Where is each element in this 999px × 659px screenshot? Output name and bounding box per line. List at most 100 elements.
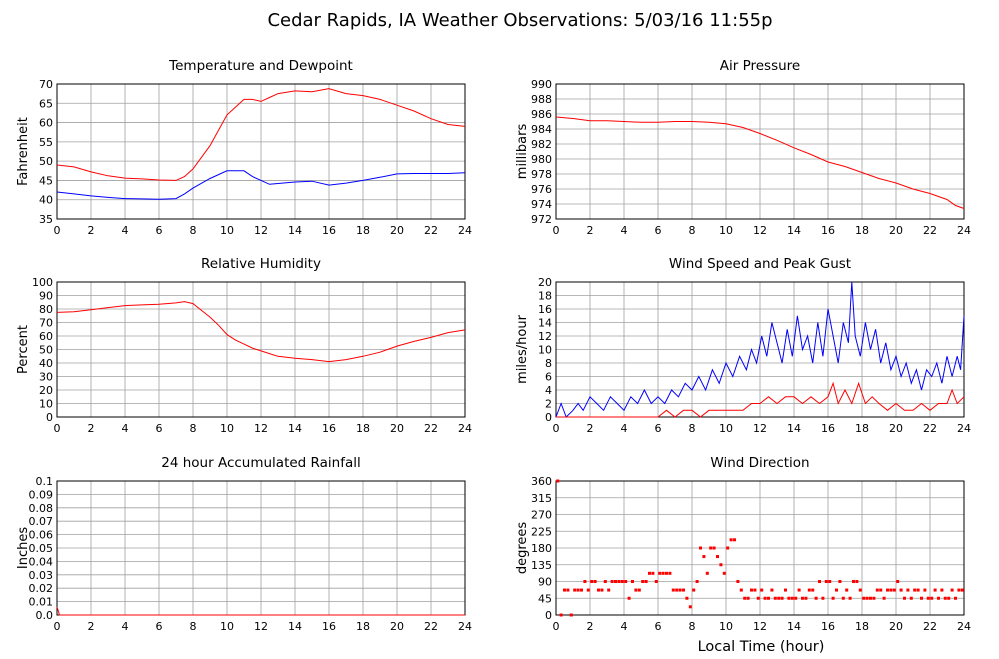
pressure-x-tick-label: 6: [655, 224, 662, 237]
direction-point: [624, 580, 628, 583]
pressure-x-tick-label: 0: [553, 224, 560, 237]
direction-point: [852, 580, 855, 583]
rain-y-tick-label: 0.05: [29, 542, 54, 555]
pressure-y-tick-label: 974: [531, 198, 552, 211]
direction-point: [777, 596, 781, 600]
direction-point: [648, 571, 651, 575]
temp-x-tick-label: 20: [390, 224, 404, 237]
direction-point: [586, 588, 590, 592]
wind-x-tick-label: 0: [553, 422, 560, 435]
direction-x-tick-label: 18: [855, 620, 869, 633]
direction-x-tick-label: 0: [553, 620, 560, 633]
direction-x-tick-label: 2: [587, 620, 594, 633]
humidity-x-tick-label: 16: [322, 422, 336, 435]
direction-point: [583, 580, 587, 583]
wind-x-tick-label: 24: [957, 422, 971, 435]
direction-point: [841, 596, 845, 600]
direction-point: [933, 588, 937, 592]
wind-x-tick-label: 10: [719, 422, 733, 435]
humidity-x-tick-label: 18: [356, 422, 370, 435]
humidity-x-tick-label: 0: [54, 422, 61, 435]
humidity-x-tick-label: 6: [156, 422, 163, 435]
humidity-x-tick-label: 14: [288, 422, 302, 435]
direction-point: [753, 588, 757, 592]
direction-plot-frame: [555, 480, 965, 616]
wind-y-tick-label: 6: [545, 371, 552, 384]
direction-point: [848, 596, 852, 600]
direction-point: [770, 588, 774, 592]
direction-point: [620, 580, 624, 583]
pressure-x-tick-label: 16: [821, 224, 835, 237]
rain-x-tick-label: 20: [390, 620, 404, 633]
direction-point: [865, 596, 869, 600]
direction-point: [821, 596, 825, 600]
direction-x-tick-label: 4: [621, 620, 628, 633]
rain-x-tick-label: 4: [122, 620, 129, 633]
temp-x-tick-label: 18: [356, 224, 370, 237]
direction-x-tick-label: 14: [787, 620, 801, 633]
rain-y-axis-label: Inches: [16, 527, 31, 569]
wind-series-line-2: [556, 381, 965, 418]
direction-point: [886, 588, 889, 592]
direction-point: [563, 588, 566, 592]
direction-point: [556, 479, 560, 483]
humidity-x-tick-label: 20: [390, 422, 404, 435]
wind-x-tick-label: 6: [655, 422, 662, 435]
temp-y-tick-label: 60: [39, 117, 53, 130]
direction-point: [654, 580, 658, 583]
humidity-y-tick-label: 10: [39, 398, 53, 411]
direction-point: [600, 588, 604, 592]
direction-point: [688, 605, 692, 609]
wind-y-tick-label: 2: [545, 398, 552, 411]
rain-y-tick-label: 0.03: [29, 569, 54, 582]
temp-plot-frame: [56, 83, 466, 220]
direction-point: [614, 580, 617, 583]
direction-point: [807, 588, 811, 592]
humidity-y-axis-label: Percent: [16, 325, 31, 374]
temp-series-line-1: [56, 88, 466, 181]
wind-x-tick-label: 20: [889, 422, 903, 435]
direction-point: [719, 563, 723, 567]
wind-plot-frame: [555, 281, 965, 418]
humidity-x-tick-label: 2: [88, 422, 95, 435]
direction-point: [787, 596, 791, 600]
pressure-y-tick-label: 982: [531, 138, 552, 151]
humidity-y-tick-label: 90: [39, 290, 53, 303]
direction-point: [872, 596, 876, 600]
direction-x-tick-label: 24: [957, 620, 971, 633]
x-axis-title: Local Time (hour): [698, 639, 825, 655]
direction-point: [814, 596, 818, 600]
temp-x-tick-label: 4: [122, 224, 129, 237]
direction-point: [954, 596, 957, 600]
direction-y-tick-label: 45: [538, 592, 552, 605]
direction-point: [811, 588, 815, 592]
direction-point: [743, 596, 747, 600]
rain-x-tick-label: 14: [288, 620, 302, 633]
direction-point: [828, 580, 832, 583]
direction-x-tick-label: 16: [821, 620, 835, 633]
direction-y-tick-label: 270: [531, 509, 552, 522]
rain-y-tick-label: 0.01: [29, 596, 54, 609]
direction-point: [634, 588, 638, 592]
humidity-y-tick-label: 60: [39, 330, 53, 343]
direction-point: [641, 580, 645, 583]
direction-point: [651, 571, 655, 575]
direction-point: [767, 596, 770, 600]
temp-x-tick-label: 16: [322, 224, 336, 237]
direction-point: [682, 588, 685, 592]
direction-point: [661, 571, 665, 575]
direction-point: [573, 588, 577, 592]
wind-x-tick-label: 22: [923, 422, 937, 435]
rain-x-tick-label: 24: [458, 620, 472, 633]
direction-point: [889, 588, 893, 592]
wind-y-tick-label: 0: [545, 411, 552, 424]
rain-x-tick-label: 16: [322, 620, 336, 633]
temp-y-tick-label: 50: [39, 155, 53, 168]
rain-y-tick-label: 0.02: [29, 582, 54, 595]
temp-x-tick-label: 8: [190, 224, 197, 237]
rain-x-tick-label: 8: [190, 620, 197, 633]
temp-x-tick-label: 0: [54, 224, 61, 237]
direction-point: [858, 588, 862, 592]
